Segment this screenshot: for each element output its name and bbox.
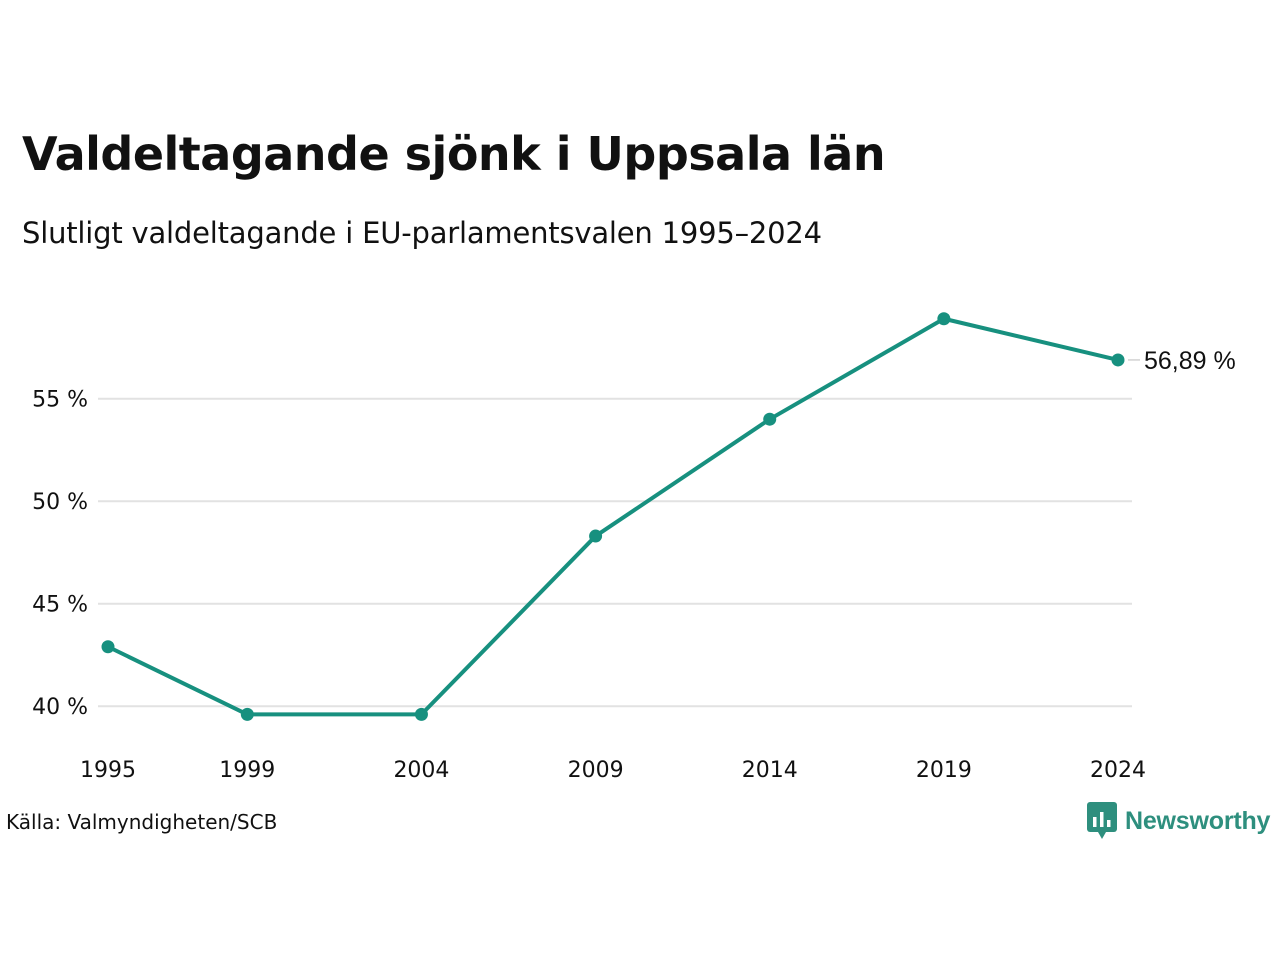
chart-title: Valdeltagande sjönk i Uppsala län <box>22 127 886 181</box>
end-label-group: 56,89 % <box>1128 347 1236 375</box>
chart-subtitle: Slutligt valdeltagande i EU-parlamentsva… <box>22 216 822 250</box>
newsworthy-logo-icon <box>1087 802 1117 839</box>
data-point <box>589 529 603 543</box>
brand-name: Newsworthy <box>1125 806 1271 835</box>
data-point <box>1111 353 1125 367</box>
data-point <box>937 312 951 326</box>
brand-logo: Newsworthy <box>1087 802 1270 840</box>
series-path <box>106 316 1120 717</box>
y-tick-label: 40 % <box>32 695 88 720</box>
y-tick-label: 50 % <box>32 490 88 515</box>
x-tick-label: 2009 <box>568 758 624 783</box>
end-value-label: 56,89 % <box>1144 347 1236 375</box>
line-chart: 40 % 45 % 50 % 55 % 1995 1999 2004 2009 2014 201… <box>32 312 1236 783</box>
data-point <box>763 412 777 426</box>
x-axis-labels: 1995 1999 2004 2009 2014 2019 2024 <box>80 758 1146 783</box>
series-line <box>106 316 1120 717</box>
data-point <box>240 707 254 721</box>
x-tick-label: 2024 <box>1090 758 1146 783</box>
x-tick-label: 1999 <box>219 758 275 783</box>
y-axis-labels: 40 % 45 % 50 % 55 % <box>32 388 88 721</box>
x-tick-label: 2004 <box>393 758 449 783</box>
source-note: Källa: Valmyndigheten/SCB <box>6 810 278 834</box>
data-point <box>101 640 115 654</box>
data-points <box>101 312 1125 721</box>
x-tick-label: 2019 <box>916 758 972 783</box>
x-tick-label: 2014 <box>742 758 798 783</box>
data-point <box>414 707 428 721</box>
x-tick-label: 1995 <box>80 758 136 783</box>
y-tick-label: 55 % <box>32 388 88 413</box>
grid-lines <box>98 397 1132 708</box>
y-tick-label: 45 % <box>32 593 88 618</box>
